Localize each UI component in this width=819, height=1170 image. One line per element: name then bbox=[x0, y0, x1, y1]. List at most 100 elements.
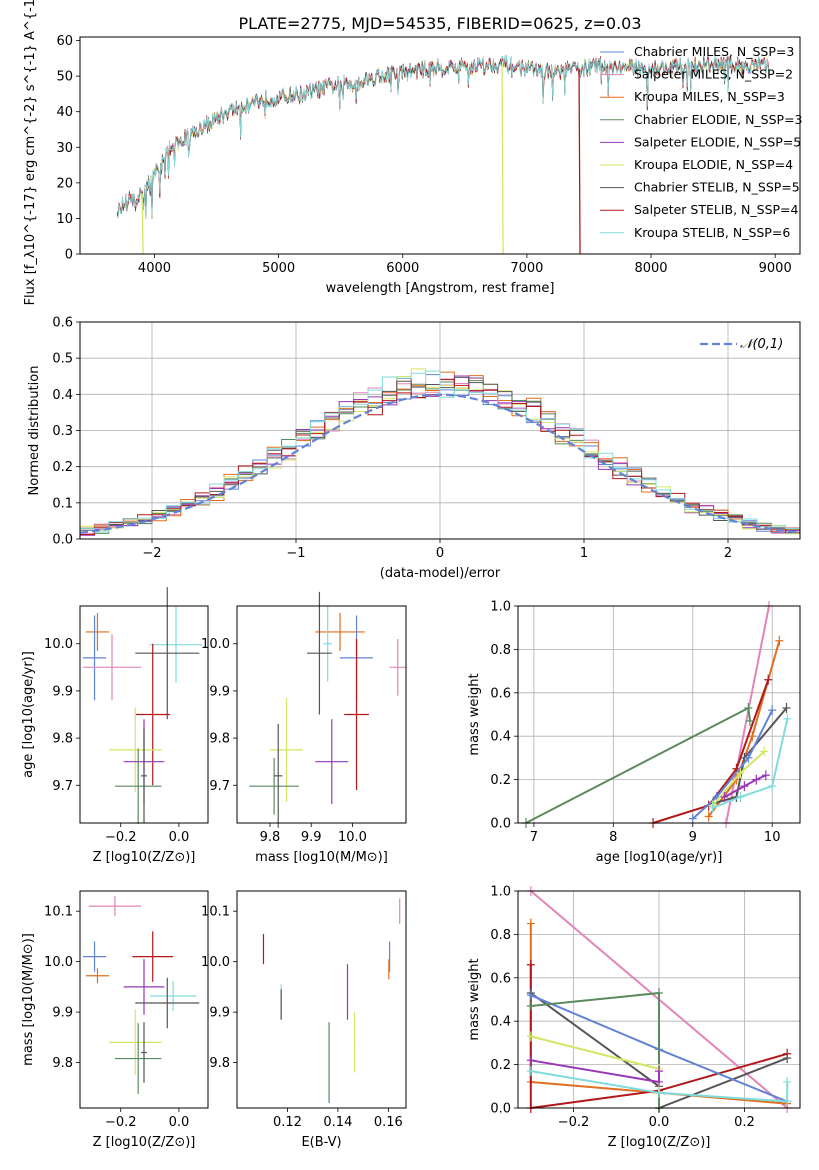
y-tick-label: 9.9 bbox=[209, 1006, 230, 1021]
legend-label: Chabrier ELODIE, N_SSP=3 bbox=[634, 112, 803, 127]
y-tick-label: 10.0 bbox=[44, 955, 73, 970]
age-vs-mass-panel: 9.8 9.9 10.0 9.7 9.8 9.9 10.0 mass [log10(M/M⊙)… bbox=[201, 591, 407, 865]
data-point-marker bbox=[526, 990, 535, 1001]
y-tick-label: 50 bbox=[56, 70, 73, 85]
x-tick-label: 0 bbox=[436, 546, 444, 561]
data-point-marker bbox=[526, 1055, 535, 1066]
mass-weight-line bbox=[692, 709, 774, 820]
x-tick-label: 5000 bbox=[262, 261, 295, 276]
residuals-marks bbox=[80, 368, 800, 539]
x-tick-label: 9000 bbox=[759, 261, 792, 276]
y-tick-label: 0.0 bbox=[490, 1102, 511, 1117]
error-bar-point bbox=[388, 959, 390, 980]
legend-label: Kroupa MILES, N_SSP=3 bbox=[634, 89, 785, 104]
data-point-marker bbox=[748, 731, 757, 742]
y-tick-label: 9.8 bbox=[52, 732, 73, 747]
y-tick-label: 0.3 bbox=[52, 424, 73, 439]
data-point-marker bbox=[736, 768, 745, 779]
y-tick-label: 0.4 bbox=[490, 730, 511, 745]
error-bar-point bbox=[315, 719, 349, 805]
error-bar-point bbox=[82, 634, 142, 701]
x-tick-label: 0.0 bbox=[649, 1115, 670, 1130]
data-point-marker bbox=[752, 774, 761, 785]
x-axis-label: age [log10(age/yr)] bbox=[596, 850, 723, 865]
y-tick-label: 0.2 bbox=[490, 773, 511, 788]
error-bar-point bbox=[88, 896, 142, 917]
error-bar-point bbox=[323, 606, 332, 682]
y-tick-label: 40 bbox=[56, 105, 73, 120]
spectrum-line bbox=[116, 54, 770, 220]
axes-frame bbox=[517, 890, 801, 1109]
axes-frame bbox=[79, 36, 801, 255]
x-tick-label: 10.0 bbox=[338, 830, 367, 845]
legend-label: 𝒩(0,1) bbox=[740, 337, 783, 352]
y-tick-label: 9.8 bbox=[209, 1056, 230, 1071]
error-bar-point bbox=[149, 980, 197, 1012]
x-tick-label: −0.2 bbox=[558, 1115, 590, 1130]
data-point-marker bbox=[655, 1076, 663, 1087]
y-tick-label: 10.0 bbox=[201, 955, 230, 970]
x-tick-label: 7000 bbox=[510, 261, 543, 276]
y-tick-label: 9.9 bbox=[209, 684, 230, 699]
error-bar-point bbox=[328, 1022, 330, 1103]
data-point-marker bbox=[775, 635, 784, 646]
weight-vs-age-panel: 7 8 9 10 0.0 0.2 0.4 0.6 0.8 1.0 age [log10(age/yr… bbox=[467, 600, 801, 865]
x-tick-label: 0.14 bbox=[323, 1115, 352, 1130]
error-bar-point bbox=[149, 606, 203, 683]
error-bar-point bbox=[114, 1023, 162, 1094]
y-tick-label: 10.1 bbox=[201, 905, 230, 920]
error-bar-point bbox=[344, 639, 369, 790]
error-bar-point bbox=[135, 587, 200, 720]
error-bar-point bbox=[109, 707, 162, 793]
legend-label: Kroupa STELIB, N_SSP=6 bbox=[634, 225, 790, 240]
histogram-step bbox=[80, 370, 800, 539]
x-tick-label: 10 bbox=[764, 830, 781, 845]
error-bar-point bbox=[269, 697, 303, 802]
mass-weight-line bbox=[725, 605, 770, 824]
y-tick-label: 0.4 bbox=[490, 1015, 511, 1030]
y-axis-label: mass [log10(M/M⊙)] bbox=[21, 933, 36, 1066]
x-tick-label: 0.0 bbox=[169, 1115, 190, 1130]
y-tick-label: 0.6 bbox=[490, 971, 511, 986]
error-bar-point bbox=[82, 941, 107, 972]
data-point-marker bbox=[783, 1076, 792, 1087]
axes-frame bbox=[236, 890, 407, 1109]
mass-vs-Z-panel: −0.2 0.0 9.8 9.9 10.0 10.1 Z [log10(Z/Z⊙)] mass… bbox=[21, 890, 209, 1150]
axes-frame bbox=[236, 605, 407, 824]
x-tick-label: 0.0 bbox=[169, 830, 190, 845]
data-point-marker bbox=[655, 1087, 663, 1098]
normal-curve bbox=[80, 393, 800, 534]
error-bar-point bbox=[389, 639, 406, 696]
x-tick-label: 6000 bbox=[386, 261, 419, 276]
data-point-marker bbox=[768, 781, 777, 792]
y-axis-label: Flux [f_λ10^{-17} erg cm^{-2} s^{-1} A^{… bbox=[23, 0, 38, 305]
y-tick-label: 9.8 bbox=[52, 1056, 73, 1071]
error-bar-point bbox=[280, 989, 282, 1020]
data-point-marker bbox=[655, 987, 663, 998]
x-axis-label: wavelength [Angstrom, rest frame] bbox=[326, 281, 555, 296]
data-point-marker bbox=[740, 781, 749, 792]
spectrum-panel: 4000 5000 6000 7000 8000 9000 0 10 20 30 40 50 60 wav… bbox=[23, 0, 801, 305]
error-bar-point bbox=[132, 931, 174, 982]
data-point-marker bbox=[760, 746, 769, 757]
error-bar-point bbox=[135, 643, 171, 786]
data-point-marker bbox=[708, 802, 717, 813]
data-point-marker bbox=[688, 813, 697, 824]
error-bar-point bbox=[109, 1009, 162, 1076]
mass-vs-ebv-marks bbox=[262, 898, 401, 1103]
error-bar-point bbox=[135, 977, 200, 1029]
spectrum-drop-line bbox=[501, 63, 504, 254]
x-tick-label: 8 bbox=[609, 830, 617, 845]
mass-weight-line bbox=[530, 1070, 789, 1103]
error-bar-point bbox=[82, 615, 107, 701]
data-point-marker bbox=[783, 1096, 792, 1107]
y-tick-label: 10.0 bbox=[44, 637, 73, 652]
y-tick-label: 0.6 bbox=[490, 686, 511, 701]
spectrum-legend: Chabrier MILES, N_SSP=3 Salpeter MILES, N… bbox=[600, 44, 803, 240]
spectrum-marks bbox=[116, 54, 770, 254]
data-point-marker bbox=[736, 791, 745, 802]
x-tick-label: 7 bbox=[530, 830, 538, 845]
age-vs-Z-panel: −0.2 0.0 9.7 9.8 9.9 10.0 Z [log10(Z/Z⊙)] age [… bbox=[21, 587, 209, 865]
y-tick-label: 0.1 bbox=[52, 496, 73, 511]
